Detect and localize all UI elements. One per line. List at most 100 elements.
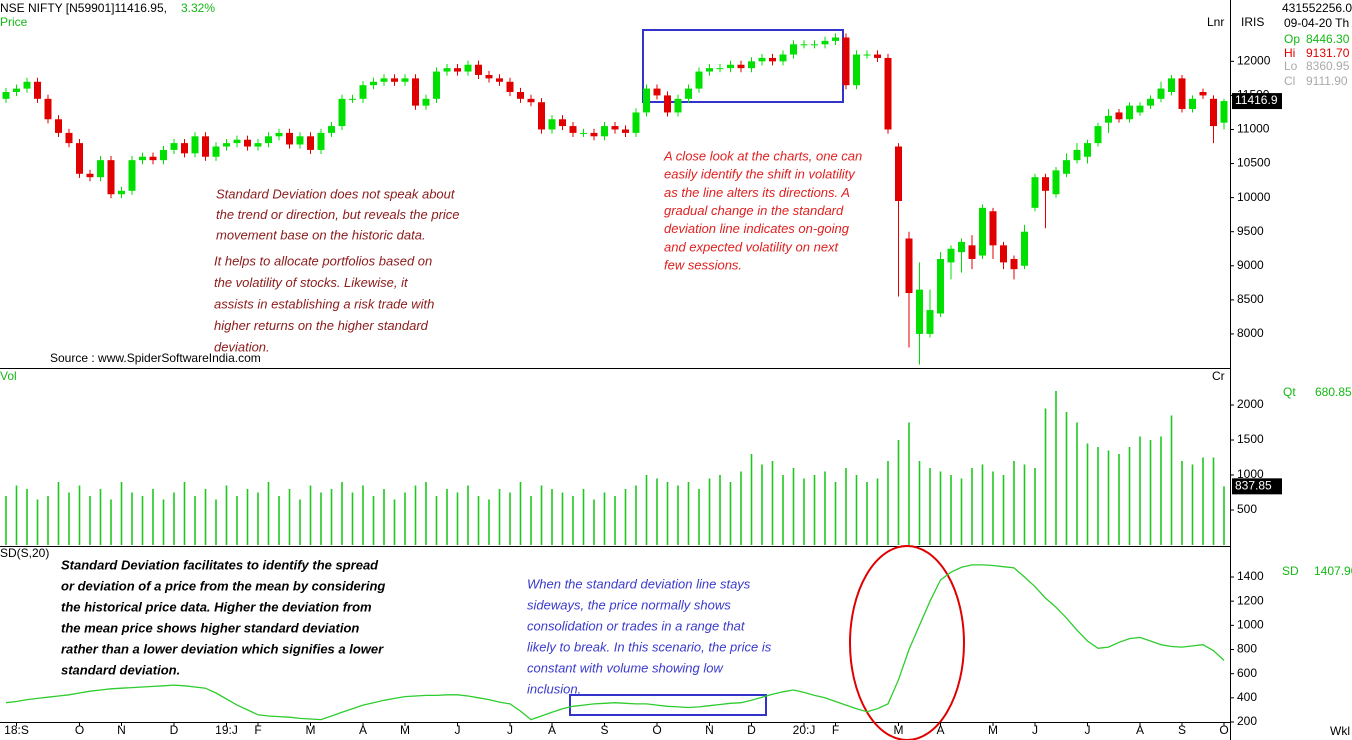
candle-body (265, 136, 272, 144)
info-date: 09-04-20 Th (1284, 16, 1349, 30)
annotation: the historical price data. Higher the de… (61, 599, 372, 614)
scale-label[interactable]: Lnr (1207, 15, 1224, 29)
study-label[interactable]: IRIS (1241, 15, 1264, 29)
candle-body (233, 139, 241, 144)
candle-body (1042, 177, 1049, 191)
candle-body (1094, 126, 1102, 144)
readout-value: 680.85 (1315, 385, 1352, 399)
candle-body (359, 85, 367, 99)
candle-body (926, 310, 934, 334)
x-tick-label: S (600, 723, 608, 737)
y-tick-label: 1000 (1237, 618, 1264, 632)
annotation: rather than a lower deviation which sign… (61, 641, 384, 656)
candle-body (506, 81, 514, 92)
x-tick-label: N (705, 723, 714, 737)
x-tick-label: A (1136, 723, 1144, 737)
candle-body (139, 156, 146, 161)
candle-body (181, 143, 188, 154)
x-tick-label: F (832, 723, 839, 737)
candle-body (748, 61, 755, 69)
readout-label: Qt (1283, 385, 1296, 399)
info-value: 9111.90 (1306, 74, 1348, 88)
candle-body (412, 78, 419, 106)
readout-label: SD (1282, 564, 1299, 578)
candle-body (244, 139, 251, 147)
change: 3.32% (181, 1, 215, 15)
annotation: Standard Deviation does not speak about (216, 186, 456, 201)
x-tick-label: D (747, 723, 756, 737)
info-label: Op (1284, 32, 1300, 46)
candle-body (664, 95, 671, 113)
annotation: gradual change in the standard (664, 203, 844, 218)
annotation: deviation line indicates on-going (664, 221, 850, 236)
candle-body (863, 54, 871, 56)
candle-body (1199, 92, 1207, 96)
candle-body (2, 92, 10, 99)
candle-body (517, 92, 524, 99)
info-value: 9131.70 (1306, 46, 1350, 60)
candle-body (454, 68, 461, 72)
annotation: Standard Deviation facilitates to identi… (61, 557, 379, 572)
candle-body (76, 143, 83, 174)
candle-body (1084, 143, 1091, 157)
candle-body (1115, 112, 1123, 120)
annotation: and expected volatility on next (664, 239, 840, 254)
x-tick-label: D (170, 723, 179, 737)
candle-body (212, 146, 220, 157)
candle-body (223, 143, 230, 147)
candle-body (842, 37, 850, 86)
candle-body (905, 238, 913, 294)
panel-title: Price (0, 15, 28, 29)
candle-body (1189, 98, 1196, 110)
annotation: inclusion. (527, 681, 581, 696)
annotation: It helps to allocate portfolios based on (214, 253, 432, 268)
candle-body (1126, 105, 1133, 120)
info-label: Cl (1284, 74, 1295, 88)
candle-body (149, 156, 157, 161)
candle-body (391, 78, 398, 82)
annotation: deviation. (214, 339, 270, 354)
period-label[interactable]: Wkl (1330, 724, 1350, 738)
candle-body (779, 54, 787, 62)
candle-body (853, 54, 860, 86)
candle-body (1052, 170, 1060, 195)
candle-body (128, 160, 136, 191)
x-tick-label: J (455, 723, 461, 737)
annotation: the mean price shows higher standard dev… (61, 620, 359, 635)
y-tick-label: 500 (1237, 502, 1257, 516)
candle-body (769, 57, 776, 62)
candle-body (296, 136, 304, 145)
annotation: or deviation of a price from the mean by… (61, 578, 385, 593)
y-tick-label: 400 (1237, 690, 1257, 704)
y-tick-label: 9500 (1237, 224, 1264, 238)
info-label: Lo (1284, 59, 1298, 73)
candle-body (97, 160, 104, 178)
y-tick-label: 1400 (1237, 569, 1264, 583)
x-tick-label: J (1085, 723, 1091, 737)
candle-body (874, 54, 881, 58)
candle-body (349, 98, 356, 100)
info-label: Hi (1284, 46, 1295, 60)
candle-body (1000, 245, 1007, 263)
last-value-label: 11416.9 (1235, 93, 1278, 107)
candle-body (401, 78, 409, 82)
x-tick-label: M (306, 723, 316, 737)
annotation: the volatility of stocks. Likewise, it (214, 275, 409, 290)
y-tick-label: 200 (1237, 714, 1257, 728)
candle-body (1073, 149, 1081, 161)
candle-body (653, 88, 661, 96)
candle-body (800, 44, 808, 46)
candle-body (1168, 78, 1175, 92)
y-tick-label: 8000 (1237, 326, 1264, 340)
candle-body (1157, 88, 1165, 99)
candle-body (674, 98, 682, 113)
candle-body (485, 74, 493, 79)
candle-body (790, 44, 797, 55)
y-tick-label: 10500 (1237, 156, 1271, 170)
candle-body (380, 78, 388, 82)
x-tick-label: S (1178, 723, 1186, 737)
y-tick-label: 800 (1237, 642, 1257, 656)
candle-body (464, 64, 472, 72)
